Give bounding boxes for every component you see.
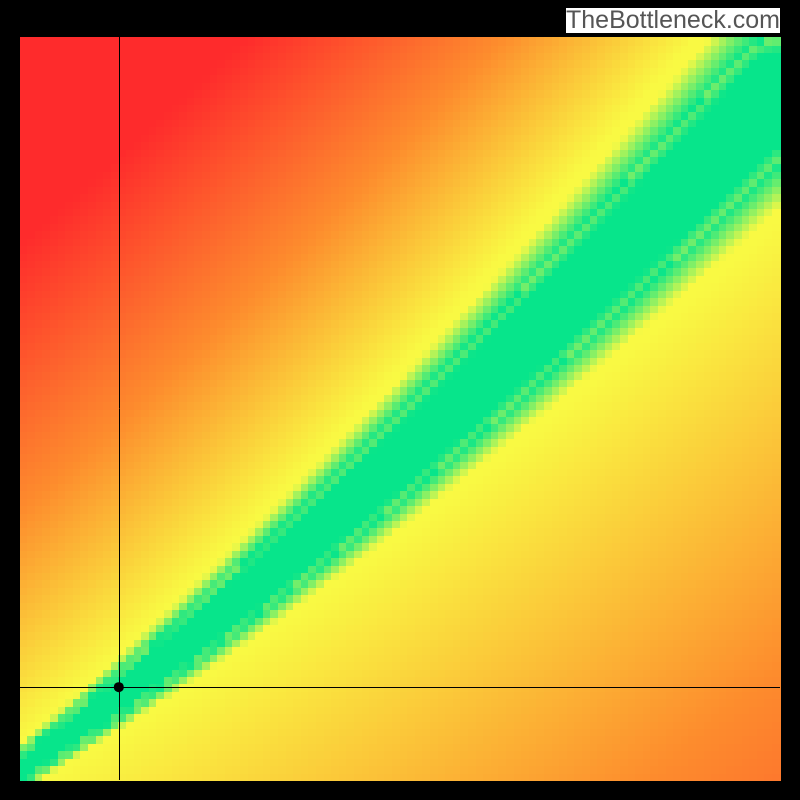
watermark-text: TheBottleneck.com bbox=[566, 8, 780, 33]
bottleneck-heatmap bbox=[0, 0, 800, 800]
